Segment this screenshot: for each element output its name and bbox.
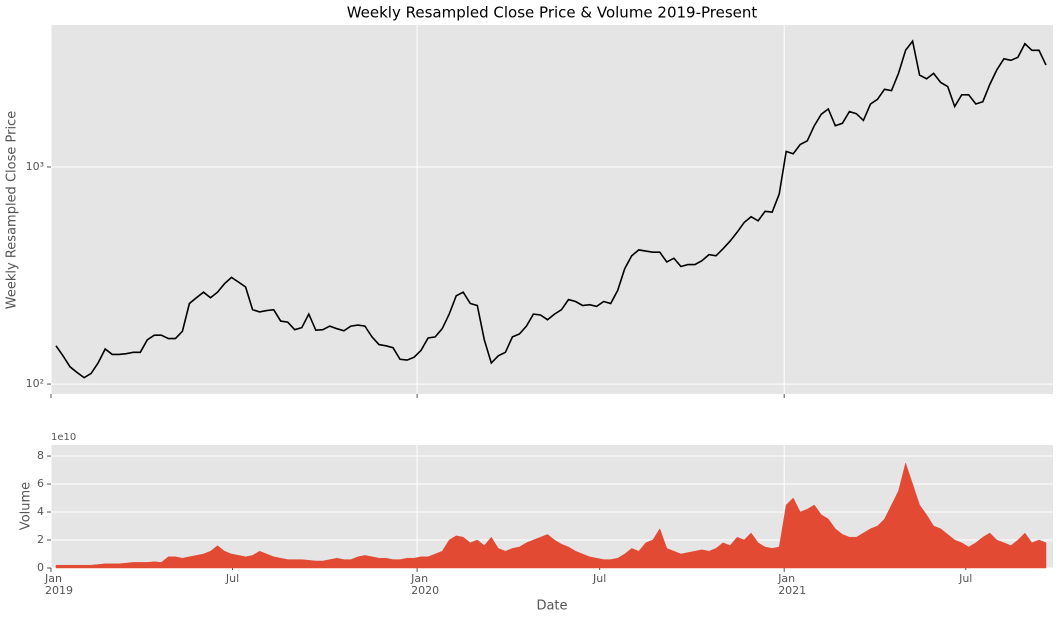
x-tick-label: Jan 2021 [778, 572, 807, 597]
volume-area [55, 462, 1047, 569]
x-tick-label: Jul [959, 572, 973, 585]
price-line [55, 39, 1047, 379]
x-tick-label: Jan 2019 [45, 572, 73, 597]
y-tick-label: 10³ [26, 160, 44, 173]
y-tick-label: 6 [37, 477, 44, 490]
x-tick-label: Jul [593, 572, 607, 585]
x-axis-label: Date [536, 599, 567, 614]
chart-title: Weekly Resampled Close Price & Volume 20… [347, 4, 758, 22]
x-tick-label: Jan 2020 [411, 572, 440, 597]
y-tick-label: 0 [37, 561, 44, 574]
plot-background [51, 25, 1053, 394]
y-tick-label: 4 [37, 505, 44, 518]
y-axis-label: Weekly Resampled Close Price [5, 111, 20, 309]
y-offset-label: 1e10 [51, 432, 76, 443]
x-tick-label: Jul [225, 572, 240, 585]
y-tick-label: 2 [37, 533, 44, 546]
y-tick-label: 8 [37, 449, 44, 462]
y-tick-label: 10² [26, 377, 44, 390]
y-axis-label: Volume [19, 482, 34, 530]
